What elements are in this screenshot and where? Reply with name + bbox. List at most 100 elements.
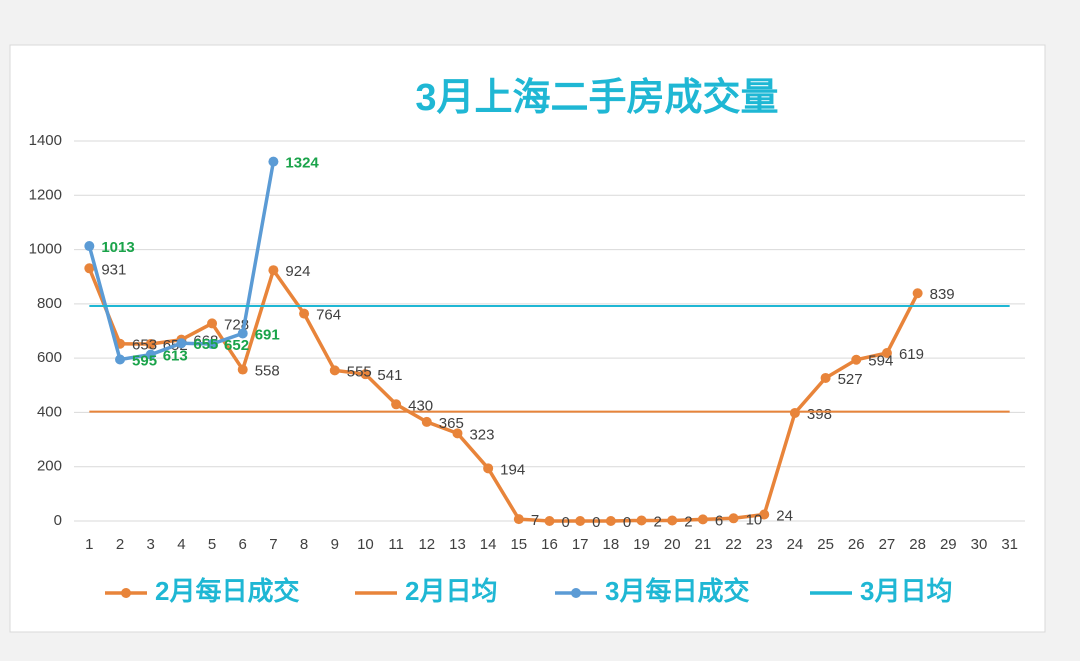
x-tick-label: 22 — [725, 536, 742, 553]
point — [299, 308, 310, 319]
point — [237, 328, 248, 339]
y-tick-label: 1000 — [29, 241, 62, 258]
x-tick-label: 23 — [756, 536, 773, 553]
x-tick-label: 4 — [177, 536, 185, 553]
x-tick-label: 30 — [971, 536, 988, 553]
data-label: 527 — [838, 371, 863, 388]
point — [605, 516, 616, 526]
point — [789, 407, 800, 418]
data-label: 194 — [500, 461, 525, 478]
x-tick-label: 20 — [664, 536, 681, 553]
data-label: 691 — [255, 326, 280, 343]
x-tick-label: 3 — [147, 536, 155, 553]
x-tick-label: 19 — [633, 536, 650, 553]
data-label: 6 — [715, 512, 723, 529]
point — [268, 156, 279, 167]
x-tick-label: 25 — [817, 536, 834, 553]
data-label: 594 — [868, 353, 893, 370]
x-tick-label: 18 — [603, 536, 620, 553]
point — [544, 516, 555, 526]
data-label: 398 — [807, 406, 832, 423]
data-label: 323 — [469, 426, 494, 443]
x-tick-label: 28 — [909, 536, 926, 553]
point — [452, 428, 463, 439]
data-label: 0 — [623, 514, 631, 531]
x-tick-label: 6 — [239, 536, 247, 553]
x-tick-label: 16 — [541, 536, 558, 553]
x-tick-label: 17 — [572, 536, 589, 553]
point — [329, 365, 340, 376]
point — [483, 463, 494, 474]
data-label: 924 — [285, 263, 310, 280]
point — [207, 339, 218, 350]
point — [667, 515, 678, 526]
legend-label: 3月每日成交 — [605, 576, 749, 606]
x-tick-label: 24 — [787, 536, 804, 553]
x-tick-label: 14 — [480, 536, 497, 553]
data-label: 655 — [193, 336, 218, 353]
x-tick-label: 9 — [331, 536, 339, 553]
series-line — [87, 266, 920, 523]
point — [728, 513, 739, 524]
y-tick-label: 800 — [37, 295, 62, 312]
point — [881, 347, 892, 358]
point — [237, 364, 248, 375]
legend-marker — [571, 588, 581, 598]
x-tick-label: 27 — [879, 536, 896, 553]
point — [636, 515, 647, 526]
data-label: 613 — [163, 348, 188, 365]
point — [421, 416, 432, 427]
point — [820, 372, 831, 383]
data-label: 0 — [592, 514, 600, 531]
point — [759, 509, 770, 520]
y-tick-label: 200 — [37, 458, 62, 475]
x-tick-label: 15 — [510, 536, 527, 553]
x-tick-label: 21 — [695, 536, 712, 553]
y-tick-label: 1400 — [29, 132, 62, 149]
point — [391, 399, 402, 410]
data-label: 558 — [255, 363, 280, 380]
x-tick-label: 1 — [85, 536, 93, 553]
x-tick-label: 29 — [940, 536, 957, 553]
point — [207, 318, 218, 329]
data-label: 595 — [132, 352, 157, 369]
point — [84, 241, 95, 252]
x-tick-label: 12 — [418, 536, 435, 553]
y-tick-label: 1200 — [29, 186, 62, 203]
data-label: 2 — [654, 513, 662, 530]
data-label: 430 — [408, 397, 433, 414]
point — [360, 369, 371, 380]
data-label: 652 — [224, 337, 249, 354]
data-label: 619 — [899, 346, 924, 363]
data-label: 24 — [776, 507, 793, 524]
y-tick-label: 400 — [37, 403, 62, 420]
point — [575, 516, 586, 526]
point — [115, 354, 126, 365]
legend-marker — [121, 588, 131, 598]
point — [145, 339, 156, 350]
point — [697, 514, 708, 525]
data-label: 0 — [562, 514, 570, 531]
data-label: 839 — [930, 286, 955, 303]
point — [176, 338, 187, 349]
data-label: 7 — [531, 512, 539, 529]
legend-label: 3月日均 — [860, 576, 952, 606]
data-label: 1013 — [101, 239, 134, 256]
data-label: 931 — [101, 261, 126, 278]
x-tick-label: 2 — [116, 536, 124, 553]
data-label: 365 — [439, 415, 464, 432]
x-tick-label: 26 — [848, 536, 865, 553]
point — [513, 514, 524, 525]
data-label: 541 — [377, 367, 402, 384]
x-tick-label: 5 — [208, 536, 216, 553]
data-label: 555 — [347, 363, 372, 380]
x-tick-label: 10 — [357, 536, 374, 553]
data-label: 653 — [132, 337, 157, 354]
data-label: 10 — [746, 511, 763, 528]
data-label: 2 — [684, 513, 692, 530]
data-label: 1324 — [285, 155, 319, 172]
point — [84, 263, 95, 274]
point — [145, 349, 156, 360]
x-tick-label: 31 — [1001, 536, 1018, 553]
